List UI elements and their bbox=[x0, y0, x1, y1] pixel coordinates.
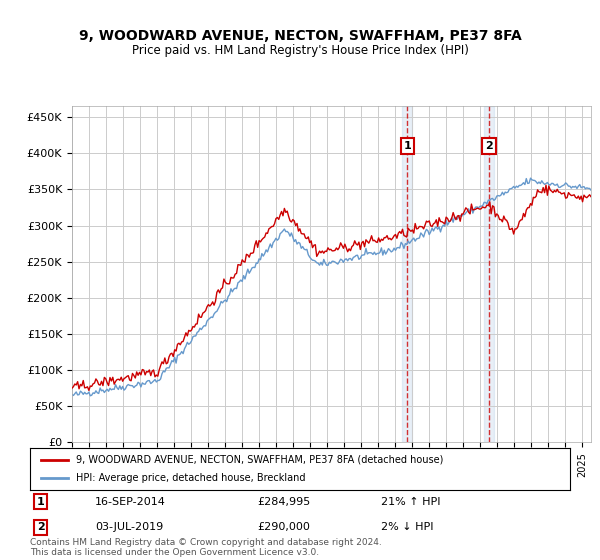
Text: 1: 1 bbox=[37, 497, 44, 507]
Text: HPI: Average price, detached house, Breckland: HPI: Average price, detached house, Brec… bbox=[76, 473, 305, 483]
Text: 1: 1 bbox=[404, 141, 411, 151]
Text: 9, WOODWARD AVENUE, NECTON, SWAFFHAM, PE37 8FA: 9, WOODWARD AVENUE, NECTON, SWAFFHAM, PE… bbox=[79, 29, 521, 44]
Text: 2: 2 bbox=[485, 141, 493, 151]
Text: £284,995: £284,995 bbox=[257, 497, 310, 507]
Bar bbox=[484, 106, 494, 442]
Text: 2: 2 bbox=[37, 522, 44, 533]
Text: 9, WOODWARD AVENUE, NECTON, SWAFFHAM, PE37 8FA (detached house): 9, WOODWARD AVENUE, NECTON, SWAFFHAM, PE… bbox=[76, 455, 443, 465]
Text: £290,000: £290,000 bbox=[257, 522, 310, 533]
Text: 03-JUL-2019: 03-JUL-2019 bbox=[95, 522, 163, 533]
Text: 21% ↑ HPI: 21% ↑ HPI bbox=[381, 497, 440, 507]
Bar bbox=[402, 106, 412, 442]
Text: 16-SEP-2014: 16-SEP-2014 bbox=[95, 497, 166, 507]
Text: Contains HM Land Registry data © Crown copyright and database right 2024.
This d: Contains HM Land Registry data © Crown c… bbox=[30, 538, 382, 557]
Text: Price paid vs. HM Land Registry's House Price Index (HPI): Price paid vs. HM Land Registry's House … bbox=[131, 44, 469, 57]
Text: 2% ↓ HPI: 2% ↓ HPI bbox=[381, 522, 433, 533]
